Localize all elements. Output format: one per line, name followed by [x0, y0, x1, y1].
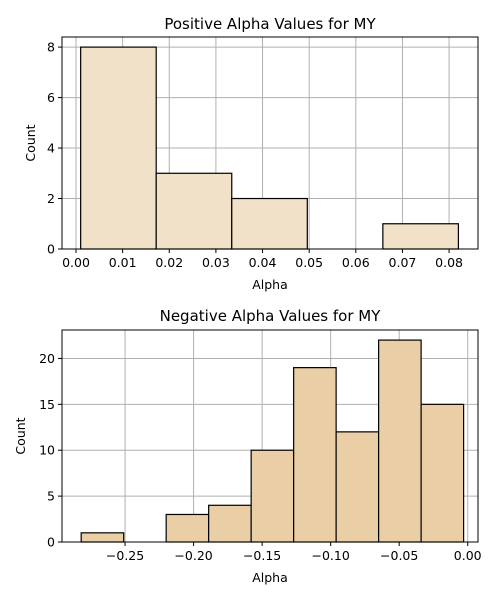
x-tick-label: 0.00: [454, 548, 482, 563]
x-tick-label: −0.10: [311, 548, 349, 563]
histogram-bar: [80, 532, 125, 543]
y-tick-label: 4: [47, 141, 55, 156]
y-ticks: 0 5 10 15 20: [39, 351, 62, 550]
y-tick-label: 15: [39, 397, 55, 412]
y-tick-label: 20: [39, 351, 55, 366]
y-tick-label: 0: [47, 242, 55, 257]
x-tick-label: 0.04: [249, 255, 277, 270]
y-tick-label: 5: [47, 489, 55, 504]
x-tick-label: −0.05: [380, 548, 418, 563]
y-axis-label: Count: [23, 124, 38, 161]
histogram-bar: [250, 449, 295, 543]
axes-frame: [61, 329, 479, 543]
x-tick-label: 0.03: [202, 255, 230, 270]
x-tick-label: 0.02: [155, 255, 183, 270]
chart-title: Positive Alpha Values for MY: [164, 15, 376, 33]
x-axis-label: Alpha: [252, 570, 288, 585]
x-ticks: 0.00 0.01 0.02 0.03 0.04 0.05 0.06 0.07 0.08: [62, 249, 463, 270]
y-tick-label: 6: [47, 90, 55, 105]
x-tick-label: 0.07: [389, 255, 417, 270]
x-tick-label: 0.00: [62, 255, 90, 270]
histogram-bar: [155, 172, 233, 250]
histogram-bar: [231, 197, 308, 250]
x-tick-label: 0.05: [295, 255, 323, 270]
x-axis-label: Alpha: [252, 277, 288, 292]
chart-title: Negative Alpha Values for MY: [160, 307, 382, 325]
x-tick-label: 0.08: [435, 255, 463, 270]
histogram-bar: [293, 367, 337, 543]
y-tick-label: 0: [47, 535, 55, 550]
bars: [80, 339, 465, 543]
y-ticks: 0 2 4 6 8: [47, 40, 62, 257]
histogram-bar: [165, 513, 210, 543]
histogram-bar: [80, 46, 157, 250]
chart-negative-alpha: Negative Alpha Values for MY −0.25 −0.20−…: [13, 307, 482, 585]
x-tick-label: 0.06: [342, 255, 370, 270]
histogram-bar: [208, 504, 252, 543]
y-axis-label: Count: [13, 417, 28, 454]
chart-positive-alpha: Positive Alpha Values for MY 0.00 0.01 0.0…: [23, 15, 479, 292]
histogram-bar: [378, 339, 422, 543]
histogram-bar: [335, 431, 380, 543]
x-tick-label: −0.15: [243, 548, 281, 563]
y-tick-label: 8: [47, 40, 55, 55]
x-tick-label: −0.25: [106, 548, 144, 563]
axes-frame: [61, 36, 479, 250]
y-tick-label: 10: [39, 443, 55, 458]
x-tick-label: −0.20: [174, 548, 212, 563]
y-tick-label: 2: [47, 191, 55, 206]
x-tick-label: 0.01: [109, 255, 137, 270]
histogram-bar: [420, 403, 465, 543]
x-ticks: −0.25 −0.20 −0.15 −0.10 −0.05 0.00: [106, 542, 482, 563]
histogram-bar: [382, 223, 460, 250]
